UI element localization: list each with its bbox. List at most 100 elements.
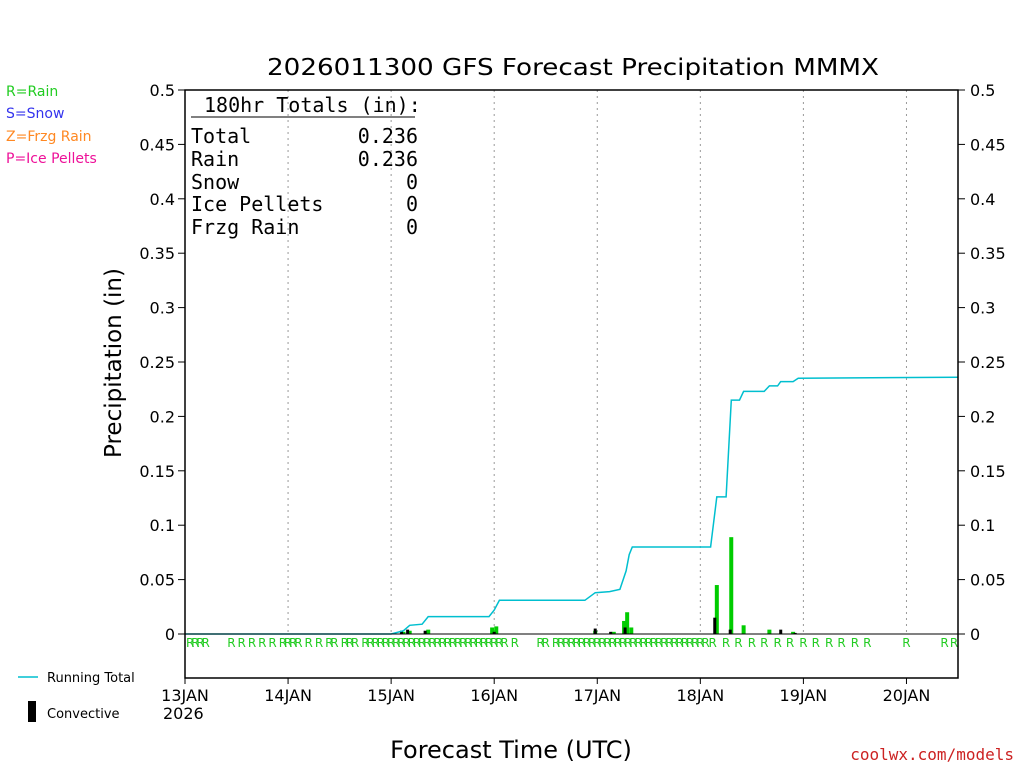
ptype-marker: R [588,636,596,650]
ptype-marker: R [722,636,730,650]
totals-header: 180hr Totals (in): [204,93,421,117]
ptype-marker: R [567,636,575,650]
ptype-marker: R [786,636,794,650]
ptype-marker: R [382,636,390,650]
totals-label-snow: Snow [191,170,240,194]
ptype-marker: R [557,636,565,650]
y-tick-label-left: 0.5 [150,81,175,100]
ptype-marker: R [485,636,493,650]
y-tick-label-left: 0.3 [150,299,175,318]
ptype-marker: R [660,636,668,650]
y-tick-label-left: 0 [165,625,175,644]
ptype-marker: R [609,636,617,650]
ptype-marker: R [413,636,421,650]
ptype-marker: R [289,636,297,650]
ptype-marker: R [676,636,684,650]
legend-frzg-rain: Z=Frzg Rain [6,129,92,145]
ptype-marker: R [372,636,380,650]
ptype-marker: R [655,636,663,650]
ptype-marker: R [423,636,431,650]
ptype-marker: R [402,636,410,650]
convective-bar [399,630,403,634]
gridlines [287,90,907,634]
ptype-marker: R [670,636,678,650]
convective-bar [492,631,496,634]
convective-bar [623,627,627,634]
ptype-marker: R [812,636,820,650]
totals-label-frzg-rain: Frzg Rain [191,215,299,239]
rain-bar [611,631,616,634]
x-tick-label: 19JAN [780,686,828,705]
ptype-marker: R [428,636,436,650]
ptype-marker: R [619,636,627,650]
x-tick-label: 15JAN [367,686,415,705]
ptype-marker: R [760,636,768,650]
rain-bar [629,627,634,634]
ptype-marker: R [351,636,359,650]
rain-bar [729,537,734,634]
y-tick-label-right: 0.15 [970,462,1006,481]
legend-ice-pellets: P=Ice Pellets [6,151,97,167]
x-tick-label: 13JAN [161,686,209,705]
ptype-marker: R [186,636,194,650]
convective-bars [399,617,797,634]
y-tick-label-left: 0.35 [139,244,175,263]
ptype-marker: R [624,636,632,650]
ptype-marker: R [279,636,287,650]
ptype-marker: R [449,636,457,650]
y-axis-label: Precipitation (in) [101,268,127,458]
ptype-marker: R [639,636,647,650]
plot-frame [184,89,959,679]
ptype-marker: R [196,636,204,650]
totals-value-ice-pellets: 0 [406,192,418,216]
totals-box: 180hr Totals (in): Total 0.236 Rain 0.23… [191,93,421,239]
ptype-marker: R [284,636,292,650]
convective-bar [728,629,732,634]
x-tick-label: 14JAN [264,686,312,705]
x-tick-label: 18JAN [676,686,724,705]
running-total-line [185,376,959,635]
ptype-marker: R [475,636,483,650]
ptype-marker: R [696,636,704,650]
ptype-marker: R [238,636,246,650]
convective-bar [779,629,783,634]
rain-bar [791,631,796,634]
ptype-marker: R [418,636,426,650]
ptype-marker: R [315,636,323,650]
ptype-marker: R [495,636,503,650]
ptype-marker: R [709,636,717,650]
ptype-marker: R [268,636,276,650]
ptype-marker: R [950,636,958,650]
ptype-marker: R [480,636,488,650]
x-tick-label: 20JAN [883,686,931,705]
ptype-marker: R [258,636,266,650]
rain-bar [407,630,412,634]
rain-bar [490,627,495,634]
ptype-marker: R [634,636,642,650]
rain-bar [494,626,499,634]
ptype-marker: R [748,636,756,650]
ptype-marker: R [940,636,948,650]
y-tick-label-right: 0 [970,625,980,644]
ptype-marker: R [650,636,658,650]
y-tick-label-right: 0.45 [970,135,1006,154]
ptype-marker: R [542,636,550,650]
ptype-marker: R [603,636,611,650]
ptype-marker: R [444,636,452,650]
ptype-marker: R [593,636,601,650]
ptype-marker: R [902,636,910,650]
y-tick-label-left: 0.15 [139,462,175,481]
convective-bar [713,617,717,634]
ptype-marker: R [397,636,405,650]
ptype-marker: R [863,636,871,650]
year-label: 2026 [163,704,204,723]
ptype-marker: R [464,636,472,650]
y-tick-label-right: 0.4 [970,190,995,209]
y-tick-label-left: 0.2 [150,407,175,426]
totals-label-total: Total [191,124,251,148]
ptype-marker: R [629,636,637,650]
ptype-marker: R [454,636,462,650]
legend-snow: S=Snow [6,106,64,122]
ptype-marker: R [433,636,441,650]
y-tick-label-left: 0.05 [139,571,175,590]
